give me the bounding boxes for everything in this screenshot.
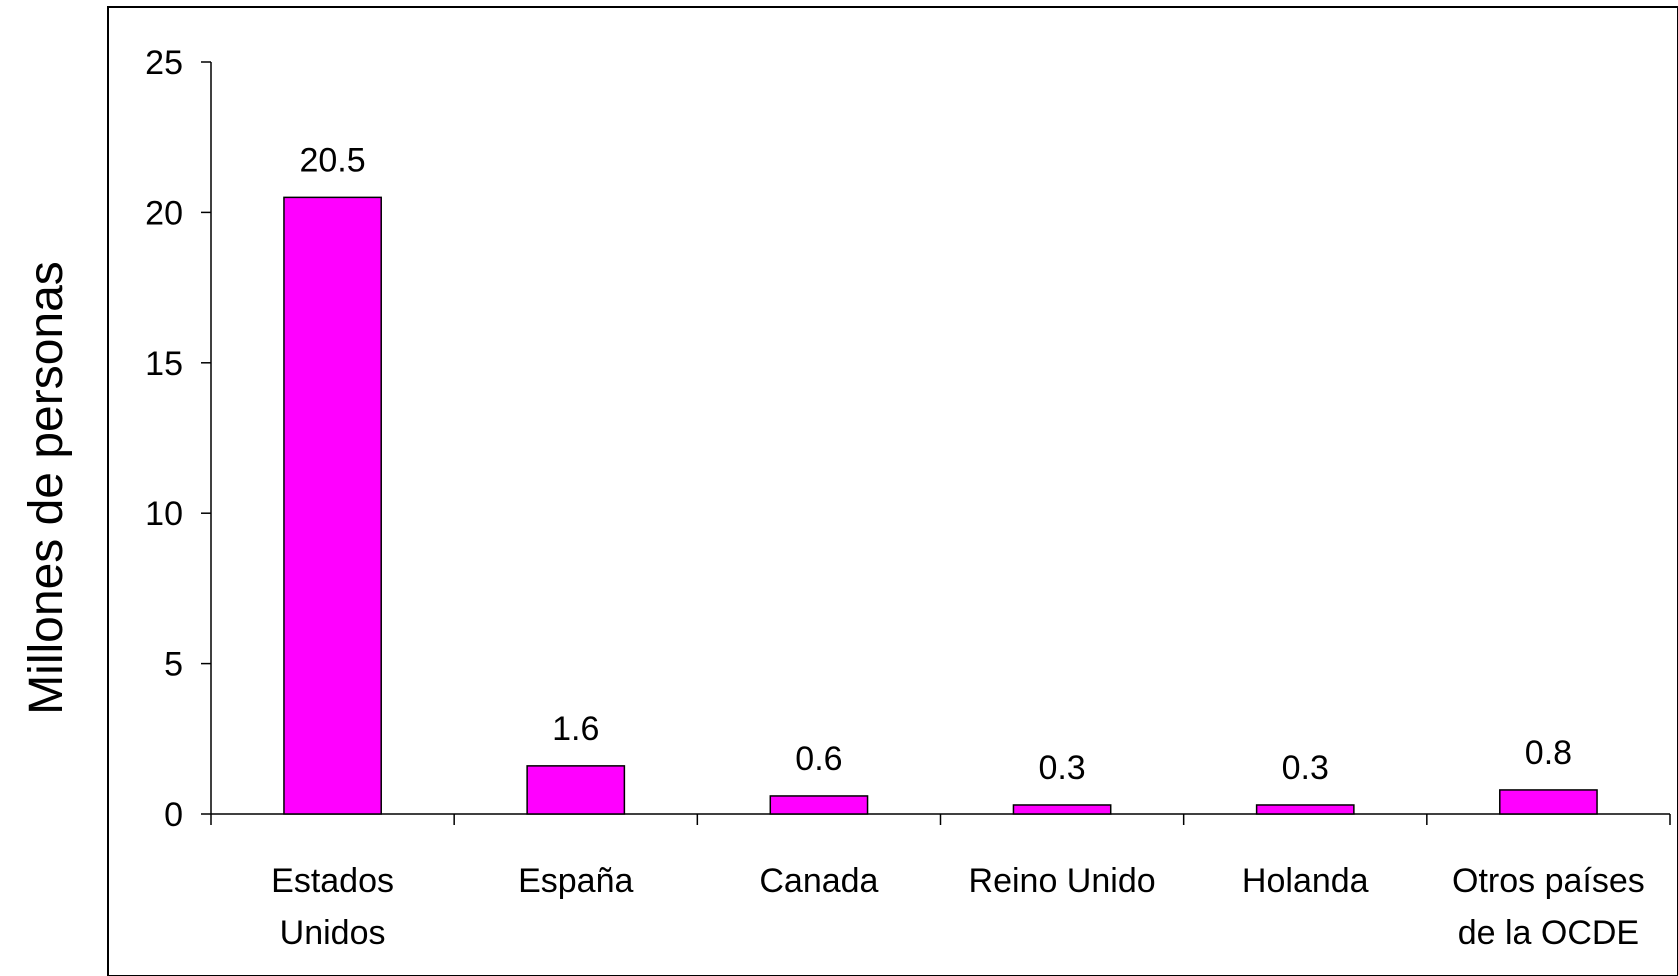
y-tick-label-3: 15 — [145, 345, 183, 383]
data-label-5: 0.8 — [1525, 734, 1572, 772]
category-label-0-0: Estados — [271, 862, 394, 900]
bar-1 — [526, 765, 626, 815]
y-axis: 0 5 10 15 20 25 — [145, 44, 212, 834]
data-labels: 20.5 1.6 0.6 0.3 0.3 0.8 — [299, 141, 1572, 787]
data-label-3: 0.3 — [1038, 749, 1085, 787]
category-label-5-0: Otros países — [1452, 862, 1645, 900]
category-labels: Estados Unidos España Canada Reino Unido Hola… — [271, 862, 1645, 952]
bars — [283, 196, 1598, 815]
bar-4 — [1255, 804, 1355, 815]
data-label-0: 20.5 — [299, 141, 365, 179]
bar-5 — [1499, 789, 1598, 815]
y-tick-label-1: 5 — [164, 646, 183, 684]
category-label-2-0: Canada — [759, 862, 878, 900]
bar-3 — [1012, 804, 1112, 815]
bar-0 — [283, 196, 382, 815]
category-label-3-0: Reino Unido — [969, 862, 1156, 900]
data-label-1: 1.6 — [552, 710, 599, 748]
y-axis-label: Millones de personas — [20, 261, 73, 715]
y-tick-label-4: 20 — [145, 194, 183, 232]
data-label-4: 0.3 — [1282, 749, 1329, 787]
y-tick-label-5: 25 — [145, 44, 183, 82]
y-tick-label-0: 0 — [164, 796, 183, 834]
y-tick-label-2: 10 — [145, 495, 183, 533]
category-label-4-0: Holanda — [1242, 862, 1369, 900]
x-axis — [210, 813, 1671, 825]
category-label-1-0: España — [518, 862, 633, 900]
data-label-2: 0.6 — [795, 740, 842, 778]
category-label-5-1: de la OCDE — [1458, 914, 1639, 952]
bar-2 — [769, 795, 869, 815]
category-label-0-1: Unidos — [280, 914, 386, 952]
